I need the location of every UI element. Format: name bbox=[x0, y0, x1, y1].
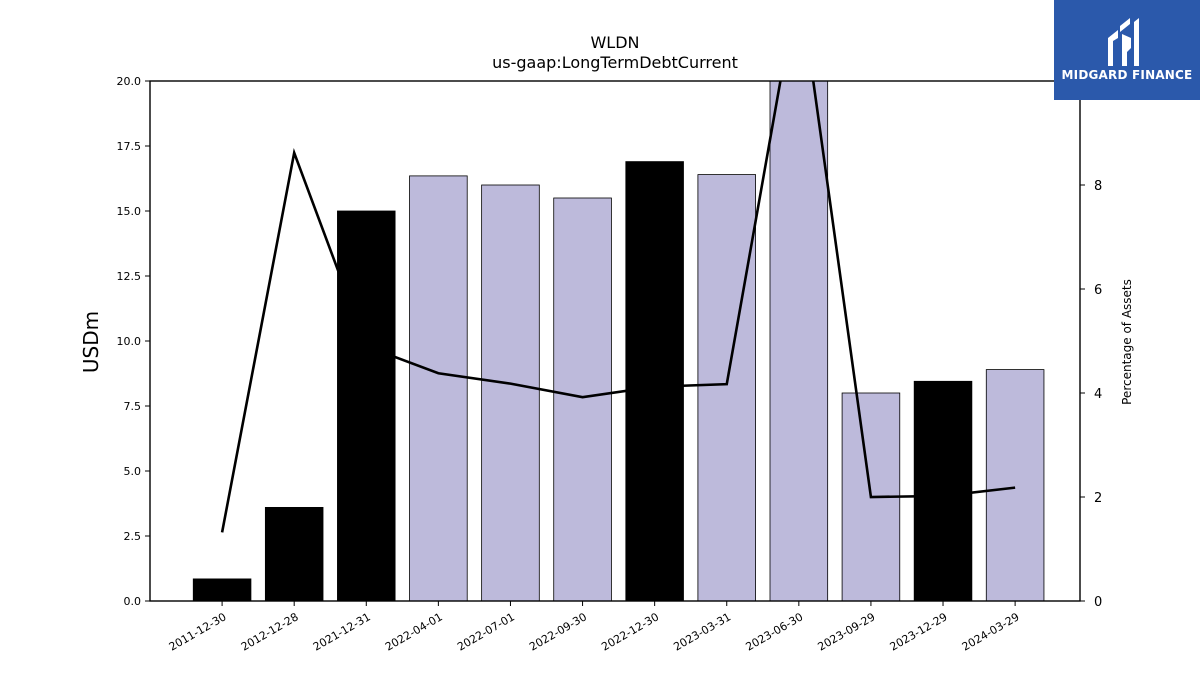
brand-logo: MIDGARD FINANCE bbox=[1054, 0, 1200, 100]
x-tick-label: 2022-09-30 bbox=[527, 610, 589, 653]
y2-tick-label: 8 bbox=[1094, 179, 1102, 194]
logo-mark-icon bbox=[1108, 18, 1139, 66]
bar bbox=[697, 174, 756, 602]
chart-title: WLDN bbox=[590, 33, 639, 52]
x-tick-label: 2012-12-28 bbox=[239, 610, 301, 653]
y2-tick-label: 6 bbox=[1094, 283, 1102, 298]
y-tick-label: 10.0 bbox=[117, 335, 142, 348]
bar bbox=[264, 506, 324, 602]
x-tick-label: 2023-06-30 bbox=[743, 610, 805, 653]
y-tick-label: 7.5 bbox=[124, 400, 142, 413]
bar bbox=[481, 184, 540, 602]
y-tick-label: 15.0 bbox=[117, 205, 142, 218]
x-tick-label: 2023-09-29 bbox=[816, 610, 878, 653]
y2-tick-label: 2 bbox=[1094, 491, 1102, 506]
x-tick-label: 2022-12-30 bbox=[599, 610, 661, 653]
y2-tick-label: 4 bbox=[1094, 387, 1102, 402]
bar bbox=[337, 210, 396, 602]
bar bbox=[553, 197, 612, 602]
y2-axis-label: Percentage of Assets bbox=[1120, 279, 1134, 405]
x-tick-label: 2023-12-29 bbox=[888, 610, 950, 653]
y-tick-label: 12.5 bbox=[117, 270, 142, 283]
bar bbox=[409, 175, 468, 602]
logo-text: MIDGARD FINANCE bbox=[1061, 68, 1193, 82]
x-tick-label: 2022-04-01 bbox=[383, 610, 445, 653]
y-tick-label: 17.5 bbox=[117, 140, 142, 153]
line-series bbox=[220, 81, 1016, 533]
chart-subtitle: us-gaap:LongTermDebtCurrent bbox=[492, 53, 738, 72]
bar bbox=[985, 369, 1045, 602]
bar bbox=[192, 578, 252, 602]
y-tick-label: 5.0 bbox=[124, 465, 142, 478]
bars-group bbox=[192, 80, 1045, 602]
y-tick-label: 2.5 bbox=[124, 530, 142, 543]
bar bbox=[625, 161, 684, 602]
bar bbox=[769, 80, 829, 602]
x-tick-label: 2022-07-01 bbox=[455, 610, 517, 653]
y-tick-label: 20.0 bbox=[117, 75, 142, 88]
y-axis-label: USDm bbox=[79, 311, 103, 373]
y-tick-label: 0.0 bbox=[124, 595, 142, 608]
y2-tick-label: 0 bbox=[1094, 595, 1102, 610]
bar bbox=[913, 380, 973, 602]
line-group bbox=[220, 81, 1016, 533]
x-tick-label: 2011-12-30 bbox=[167, 610, 229, 653]
x-tick-label: 2023-03-31 bbox=[671, 610, 733, 653]
x-tick-label: 2024-03-29 bbox=[960, 610, 1022, 653]
x-tick-label: 2021-12-31 bbox=[311, 610, 373, 653]
